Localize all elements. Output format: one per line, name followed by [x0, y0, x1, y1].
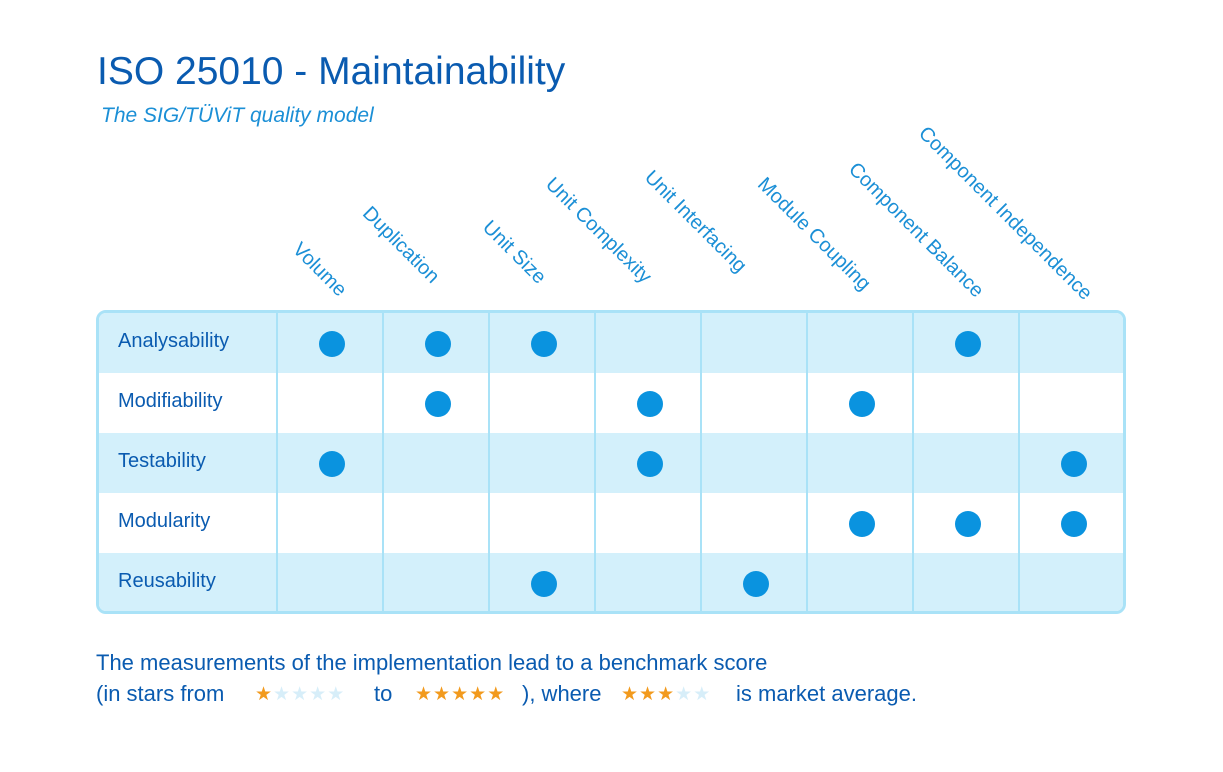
star-empty-icon: ★ — [693, 684, 712, 705]
stars-average-rating: ★★★★★ — [621, 683, 711, 706]
star-filled-icon: ★ — [451, 684, 470, 705]
star-filled-icon: ★ — [657, 684, 676, 705]
star-empty-icon: ★ — [309, 684, 328, 705]
page-title: ISO 25010 - Maintainability — [97, 50, 566, 93]
stars-min-rating: ★★★★★ — [255, 683, 345, 706]
matrix-row-modifiability: Modifiability — [99, 373, 1123, 433]
column-header-unit-complexity: Unit Complexity — [540, 173, 656, 288]
row-label-analysability: Analysability — [118, 330, 230, 352]
star-empty-icon: ★ — [675, 684, 694, 705]
footer-text-market-average: is market average. — [736, 681, 917, 706]
column-header-unit-interfacing: Unit Interfacing — [639, 165, 751, 277]
column-header-module-coupling: Module Coupling — [752, 173, 875, 295]
marker-dot-analysability-unit-size — [531, 331, 557, 357]
row-label-testability: Testability — [118, 450, 206, 472]
column-header-unit-size: Unit Size — [478, 216, 551, 289]
marker-dot-modularity-component-independence — [1061, 511, 1087, 537]
matrix-row-testability: Testability — [99, 433, 1123, 493]
matrix-grid: Analysability Modifiability Testability Mod… — [96, 310, 1126, 614]
star-empty-icon: ★ — [327, 684, 346, 705]
column-divider — [912, 313, 914, 611]
marker-dot-modifiability-unit-complexity — [637, 391, 663, 417]
marker-dot-modularity-module-coupling — [849, 511, 875, 537]
marker-dot-analysability-duplication — [425, 331, 451, 357]
star-filled-icon: ★ — [255, 684, 274, 705]
star-filled-icon: ★ — [487, 684, 506, 705]
column-divider — [488, 313, 490, 611]
row-label-reusability: Reusability — [118, 570, 216, 592]
footer-text-where: ), where — [522, 681, 602, 706]
marker-dot-testability-volume — [319, 451, 345, 477]
marker-dot-reusability-unit-interfacing — [743, 571, 769, 597]
row-label-modularity: Modularity — [118, 510, 211, 532]
marker-dot-modifiability-duplication — [425, 391, 451, 417]
column-divider — [594, 313, 596, 611]
stars-max-rating: ★★★★★ — [415, 683, 505, 706]
marker-dot-testability-unit-complexity — [637, 451, 663, 477]
matrix-row-reusability: Reusability — [99, 553, 1123, 611]
footer-text-from: (in stars from — [96, 681, 225, 706]
star-filled-icon: ★ — [415, 684, 434, 705]
marker-dot-analysability-volume — [319, 331, 345, 357]
column-divider — [276, 313, 278, 611]
column-header-component-independence: Component Independence — [914, 122, 1097, 305]
column-header-volume: Volume — [287, 238, 351, 301]
matrix-row-modularity: Modularity — [99, 493, 1123, 553]
star-empty-icon: ★ — [273, 684, 292, 705]
star-filled-icon: ★ — [621, 684, 640, 705]
footer-line-1: The measurements of the implementation l… — [96, 650, 768, 675]
footer-text-to: to — [374, 681, 393, 706]
star-filled-icon: ★ — [469, 684, 488, 705]
row-label-modifiability: Modifiability — [118, 390, 223, 412]
star-filled-icon: ★ — [433, 684, 452, 705]
marker-dot-testability-component-independence — [1061, 451, 1087, 477]
column-divider — [700, 313, 702, 611]
column-divider — [1018, 313, 1020, 611]
marker-dot-modularity-component-balance — [955, 511, 981, 537]
marker-dot-analysability-component-balance — [955, 331, 981, 357]
marker-dot-reusability-unit-size — [531, 571, 557, 597]
marker-dot-modifiability-module-coupling — [849, 391, 875, 417]
column-divider — [806, 313, 808, 611]
page-subtitle: The SIG/TÜViT quality model — [101, 104, 374, 127]
column-divider — [382, 313, 384, 611]
star-empty-icon: ★ — [291, 684, 310, 705]
matrix-row-analysability: Analysability — [99, 313, 1123, 373]
star-filled-icon: ★ — [639, 684, 658, 705]
column-header-duplication: Duplication — [357, 201, 444, 288]
